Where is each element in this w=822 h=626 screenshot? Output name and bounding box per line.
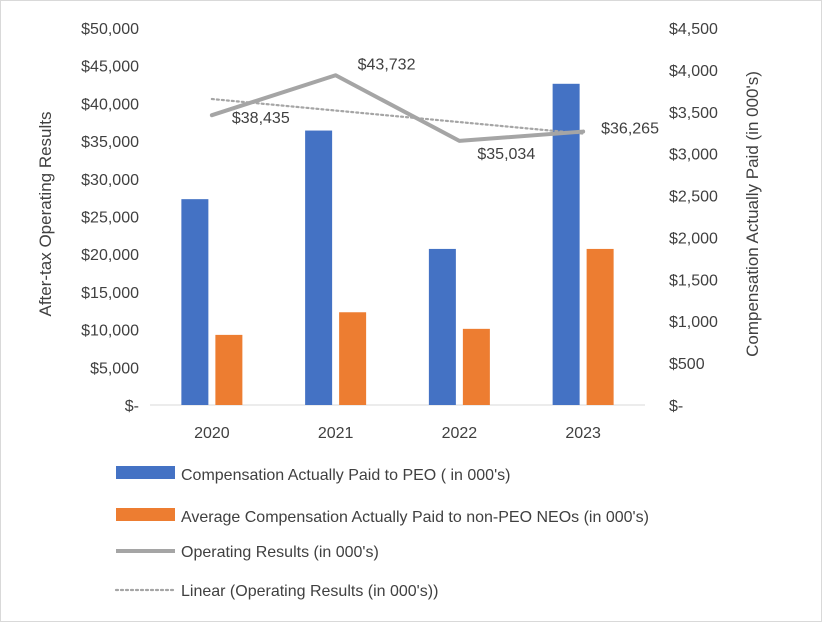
x-tick-label: 2020 bbox=[194, 425, 230, 442]
legend-label: Average Compensation Actually Paid to no… bbox=[181, 509, 649, 526]
legend: Compensation Actually Paid to PEO ( in 0… bbox=[114, 466, 649, 600]
operating-results-line bbox=[209, 73, 586, 143]
y-left-tick-label: $15,000 bbox=[81, 285, 139, 302]
bar-non-peo bbox=[215, 334, 243, 405]
legend-marker bbox=[116, 508, 175, 521]
x-axis-ticks: 2020 2021 2022 2023 bbox=[194, 425, 601, 442]
bar-peo bbox=[181, 199, 209, 405]
y-left-tick-label: $10,000 bbox=[81, 323, 139, 340]
bar-peo bbox=[552, 83, 580, 406]
data-label: $36,265 bbox=[601, 121, 659, 138]
y-right-axis-title: Compensation Actually Paid (in 000's) bbox=[743, 71, 762, 357]
y-right-tick-label: $- bbox=[669, 398, 683, 415]
y-right-tick-label: $2,000 bbox=[669, 230, 718, 247]
y-left-tick-label: $5,000 bbox=[90, 360, 139, 377]
y-right-tick-label: $4,500 bbox=[669, 21, 718, 38]
bar-non-peo bbox=[339, 312, 367, 405]
bar-peo bbox=[305, 130, 333, 405]
trendline bbox=[210, 97, 585, 135]
data-label: $43,732 bbox=[358, 56, 416, 73]
x-tick-label: 2022 bbox=[442, 425, 478, 442]
y-right-tick-label: $3,000 bbox=[669, 147, 718, 164]
bar-non-peo bbox=[586, 248, 614, 405]
legend-marker bbox=[116, 466, 175, 479]
y-right-tick-label: $1,500 bbox=[669, 272, 718, 289]
data-label: $38,435 bbox=[232, 110, 290, 127]
legend-label: Operating Results (in 000's) bbox=[181, 544, 379, 561]
y-right-tick-label: $4,000 bbox=[669, 63, 718, 80]
y-right-tick-label: $500 bbox=[669, 356, 705, 373]
y-left-tick-label: $50,000 bbox=[81, 21, 139, 38]
y-left-tick-label: $35,000 bbox=[81, 134, 139, 151]
y-left-tick-label: $45,000 bbox=[81, 59, 139, 76]
y-left-axis-title: After-tax Operating Results bbox=[36, 111, 55, 316]
y-right-tick-label: $3,500 bbox=[669, 105, 718, 122]
y-left-tick-label: $30,000 bbox=[81, 172, 139, 189]
y-left-tick-label: $40,000 bbox=[81, 96, 139, 113]
bar-non-peo bbox=[462, 328, 490, 405]
legend-label: Compensation Actually Paid to PEO ( in 0… bbox=[181, 467, 510, 484]
y-left-tick-label: $25,000 bbox=[81, 210, 139, 227]
bars bbox=[181, 83, 614, 406]
bar-peo bbox=[428, 248, 456, 405]
left-axis-ticks: $- $5,000 $10,000 $15,000 $20,000 $25,000 $30,… bbox=[81, 21, 139, 415]
y-right-tick-label: $1,000 bbox=[669, 314, 718, 331]
right-axis-ticks: $- $500 $1,000 $1,500 $2,000 $2,500 $3,000 $3,5… bbox=[669, 21, 718, 415]
operating-line: $38,435 $43,732 $35,034 $36,265 bbox=[209, 56, 659, 163]
trendline-path bbox=[210, 97, 585, 135]
x-tick-label: 2021 bbox=[318, 425, 354, 442]
y-left-tick-label: $20,000 bbox=[81, 247, 139, 264]
y-left-tick-label: $- bbox=[125, 398, 139, 415]
legend-label: Linear (Operating Results (in 000's)) bbox=[181, 583, 438, 600]
data-label: $35,034 bbox=[477, 146, 535, 163]
y-right-tick-label: $2,500 bbox=[669, 189, 718, 206]
x-tick-label: 2023 bbox=[565, 425, 601, 442]
